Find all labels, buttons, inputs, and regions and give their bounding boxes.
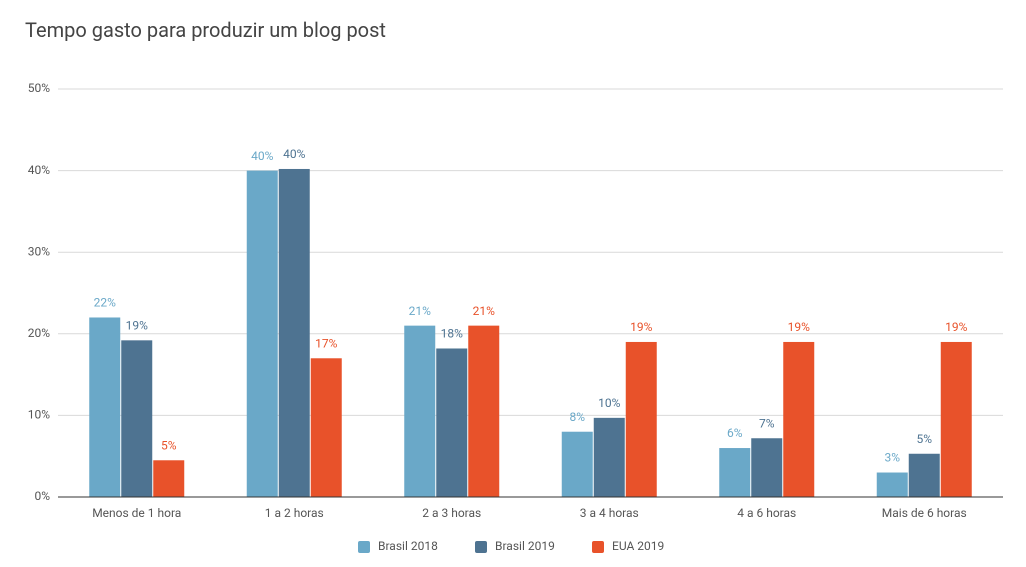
- bar: [121, 340, 153, 497]
- x-tick-label: 2 a 3 horas: [422, 506, 481, 520]
- value-label: 22%: [94, 296, 116, 310]
- bar: [278, 168, 310, 497]
- value-label: 7%: [759, 416, 775, 430]
- value-label: 3%: [884, 451, 900, 465]
- value-label: 21%: [409, 304, 431, 318]
- bar: [561, 431, 593, 497]
- value-label: 19%: [945, 320, 967, 334]
- legend-swatch: [592, 541, 604, 553]
- y-tick-label: 30%: [28, 244, 50, 258]
- value-label: 40%: [251, 149, 273, 163]
- value-label: 40%: [283, 147, 305, 161]
- bar: [593, 417, 625, 497]
- legend-swatch: [358, 541, 370, 553]
- bar: [751, 438, 783, 497]
- bar: [625, 341, 657, 497]
- bar: [783, 341, 815, 497]
- value-label: 19%: [630, 320, 652, 334]
- legend-label: Brasil 2018: [378, 539, 438, 553]
- value-label: 10%: [598, 396, 620, 410]
- value-label: 19%: [126, 318, 148, 332]
- x-tick-label: Menos de 1 hora: [92, 506, 181, 520]
- bar: [246, 170, 278, 497]
- bar: [908, 453, 940, 497]
- y-tick-label: 50%: [28, 81, 50, 95]
- y-tick-label: 40%: [28, 163, 50, 177]
- bar: [940, 341, 972, 497]
- bar: [719, 448, 751, 497]
- value-label: 17%: [315, 336, 337, 350]
- legend-swatch: [475, 541, 487, 553]
- bar: [468, 325, 500, 497]
- y-tick-label: 0%: [34, 489, 50, 503]
- bar: [310, 358, 342, 497]
- x-tick-label: 1 a 2 horas: [265, 506, 324, 520]
- x-tick-label: Mais de 6 horas: [882, 506, 967, 520]
- bar: [404, 325, 436, 497]
- y-tick-label: 10%: [28, 408, 50, 422]
- chart-title: Tempo gasto para produzir um blog post: [25, 18, 386, 42]
- value-label: 5%: [161, 438, 177, 452]
- x-tick-label: 4 a 6 horas: [737, 506, 796, 520]
- bar: [89, 317, 121, 497]
- x-tick-label: 3 a 4 horas: [580, 506, 639, 520]
- value-label: 18%: [441, 327, 463, 341]
- value-label: 6%: [727, 426, 743, 440]
- bar: [436, 348, 468, 497]
- value-label: 19%: [788, 320, 810, 334]
- value-label: 21%: [473, 304, 495, 318]
- bar: [153, 460, 185, 497]
- y-tick-label: 20%: [28, 326, 50, 340]
- legend-label: Brasil 2019: [495, 539, 555, 553]
- value-label: 5%: [916, 432, 932, 446]
- bar: [876, 472, 908, 497]
- legend-label: EUA 2019: [612, 539, 664, 553]
- value-label: 8%: [569, 410, 585, 424]
